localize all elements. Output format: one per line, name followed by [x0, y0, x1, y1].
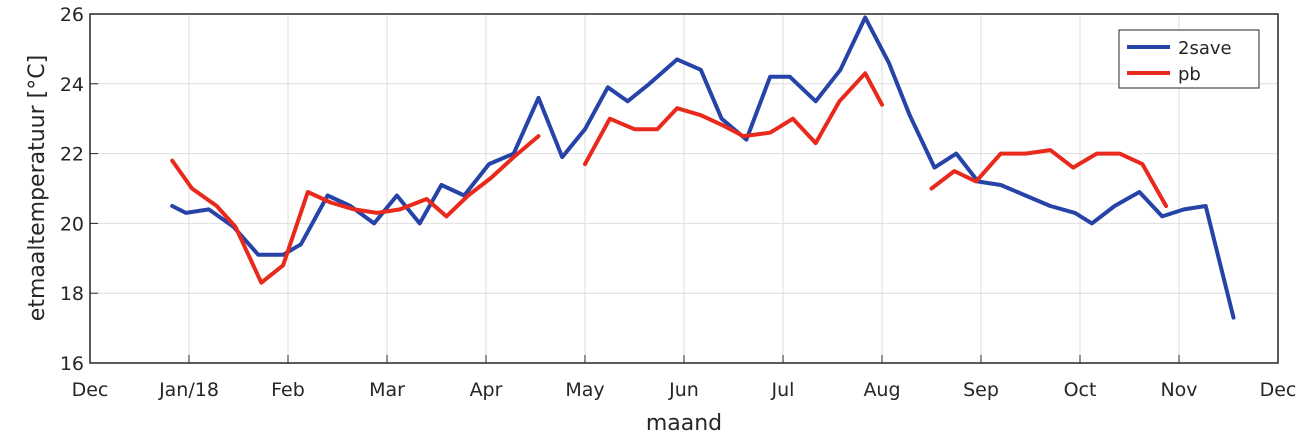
series-lines [170, 15, 1236, 320]
x-tick-label: Apr [470, 379, 503, 401]
x-tick-label: Jul [771, 379, 795, 401]
grid-lines [89, 13, 1279, 364]
series-line-2save-segment-1 [170, 15, 1236, 320]
series-line-pb-segment-2 [583, 71, 884, 167]
x-tick-label: Jan/18 [158, 379, 219, 401]
legend-label-pb: pb [1178, 64, 1201, 85]
y-tick-label: 26 [60, 4, 84, 26]
y-tick-label: 16 [60, 353, 84, 375]
x-tick-label: Jun [668, 379, 699, 401]
y-tick-label: 18 [60, 283, 84, 305]
x-tick-label: Dec [72, 379, 109, 401]
x-tick-label: Dec [1260, 379, 1297, 401]
x-tick-label: Nov [1160, 379, 1197, 401]
y-tick-label: 22 [60, 144, 84, 166]
x-tick-label: Aug [863, 379, 900, 401]
y-axis-title: etmaaltemperatuur [°C] [25, 55, 50, 321]
legend-label-2save: 2save [1178, 38, 1232, 59]
y-tick-label: 24 [60, 74, 84, 96]
x-axis-title: maand [646, 411, 722, 435]
x-tick-label: Oct [1064, 379, 1097, 401]
series-line-pb-segment-1 [170, 134, 541, 285]
legend-box [1118, 29, 1260, 89]
legend: 2save pb [1118, 29, 1260, 89]
y-tick-labels: 16 18 20 22 24 26 [60, 4, 98, 375]
x-tick-label: Feb [271, 379, 305, 401]
x-tick-label: Sep [963, 379, 999, 401]
x-tick-labels: Dec Jan/18 Feb Mar Apr May Jun Jul Aug Sep Oct Nov D… [72, 355, 1297, 401]
series-line-pb-segment-3 [929, 148, 1169, 208]
x-tick-label: Mar [369, 379, 405, 401]
y-tick-label: 20 [60, 213, 84, 235]
x-tick-label: May [565, 379, 604, 401]
